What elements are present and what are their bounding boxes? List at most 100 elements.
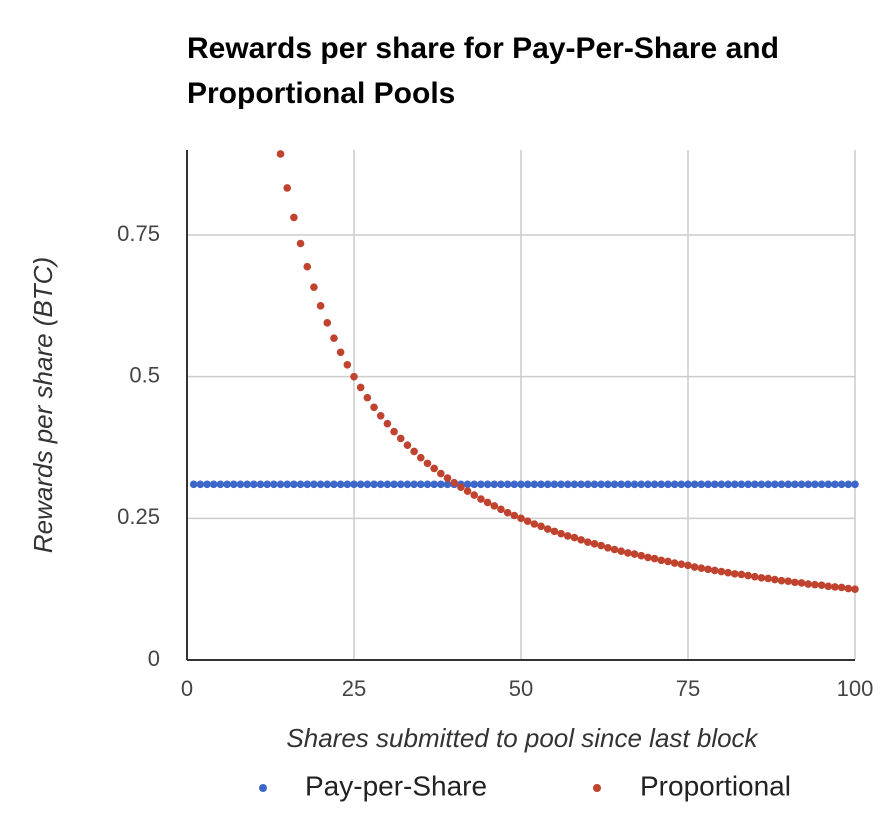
- data-point: [410, 480, 418, 489]
- data-point: [303, 262, 312, 271]
- data-point: [276, 150, 285, 158]
- data-point: [710, 480, 719, 489]
- data-point: [557, 480, 565, 489]
- data-point: [804, 580, 813, 588]
- data-point: [363, 480, 372, 489]
- data-point: [744, 480, 752, 489]
- data-point: [637, 480, 646, 489]
- data-point: [396, 434, 405, 443]
- data-point: [350, 480, 358, 489]
- data-point: [831, 583, 839, 591]
- data-point: [577, 480, 585, 489]
- data-point: [543, 525, 552, 533]
- data-point: [537, 480, 545, 489]
- data-point: [610, 480, 619, 489]
- data-point: [777, 480, 786, 489]
- data-point: [710, 566, 719, 575]
- data-point: [670, 559, 679, 567]
- data-point: [637, 551, 646, 560]
- data-point: [597, 480, 605, 489]
- data-point: [784, 577, 792, 586]
- data-point: [844, 584, 853, 593]
- legend-label: Pay-per-Share: [305, 770, 487, 801]
- data-point: [657, 480, 666, 489]
- data-point: [764, 480, 772, 489]
- data-point: [263, 480, 271, 489]
- data-point: [757, 480, 766, 489]
- data-point: [330, 480, 338, 489]
- data-point: [791, 578, 799, 587]
- data-point: [363, 393, 372, 402]
- data-point: [697, 564, 706, 572]
- data-point: [690, 480, 699, 489]
- data-point: [684, 480, 692, 489]
- data-point: [664, 480, 672, 489]
- data-point: [316, 480, 325, 489]
- data-point: [483, 480, 492, 489]
- data-point: [250, 480, 258, 489]
- data-point: [310, 283, 318, 291]
- data-point: [851, 480, 859, 489]
- data-point: [764, 574, 772, 583]
- data-point: [797, 579, 806, 587]
- data-point: [437, 480, 445, 489]
- data-point: [644, 553, 652, 562]
- data-point: [336, 348, 345, 357]
- data-point: [530, 520, 539, 528]
- data-point: [730, 570, 739, 578]
- data-point: [677, 480, 686, 489]
- data-point: [443, 474, 452, 482]
- data-point: [283, 480, 292, 489]
- data-point: [657, 556, 666, 565]
- x-tick-label: 50: [509, 676, 533, 701]
- x-tick-label: 25: [342, 676, 366, 701]
- data-point: [443, 480, 452, 489]
- data-point: [396, 480, 405, 489]
- data-point: [196, 480, 205, 489]
- data-point: [270, 480, 278, 489]
- data-point: [837, 480, 846, 489]
- data-point: [557, 529, 565, 538]
- data-point: [330, 334, 338, 342]
- data-point: [730, 480, 739, 489]
- data-point: [376, 411, 385, 420]
- data-point: [584, 480, 592, 489]
- data-point: [523, 517, 532, 525]
- data-point: [697, 480, 706, 489]
- data-point: [577, 536, 585, 544]
- data-point: [610, 545, 619, 554]
- data-point: [477, 495, 485, 503]
- data-point: [771, 480, 779, 489]
- chart-title: Rewards per share for Pay-Per-Share and …: [187, 32, 779, 110]
- data-point: [343, 480, 352, 489]
- data-point: [370, 480, 378, 489]
- data-point: [323, 480, 332, 489]
- data-point: [811, 480, 819, 489]
- data-point: [497, 505, 505, 514]
- x-axis-label: Shares submitted to pool since last bloc…: [286, 723, 759, 753]
- data-point: [844, 480, 853, 489]
- data-point: [797, 480, 806, 489]
- data-point: [523, 480, 532, 489]
- data-point: [724, 568, 732, 577]
- legend-marker: [593, 784, 601, 792]
- data-point: [831, 480, 839, 489]
- x-tick-label: 0: [181, 676, 193, 701]
- y-axis-label: Rewards per share (BTC): [28, 257, 58, 553]
- data-point: [817, 480, 826, 489]
- data-point: [664, 557, 672, 566]
- data-point: [376, 480, 385, 489]
- data-point: [356, 480, 365, 489]
- data-point: [383, 480, 392, 489]
- data-point: [570, 480, 579, 489]
- data-point: [650, 554, 659, 563]
- data-point: [417, 453, 425, 462]
- data-point: [490, 480, 499, 489]
- data-point: [296, 239, 305, 248]
- data-point: [477, 480, 485, 489]
- data-point: [417, 480, 425, 489]
- data-point: [450, 478, 459, 487]
- data-point: [503, 480, 512, 489]
- x-tick-label: 100: [837, 676, 874, 701]
